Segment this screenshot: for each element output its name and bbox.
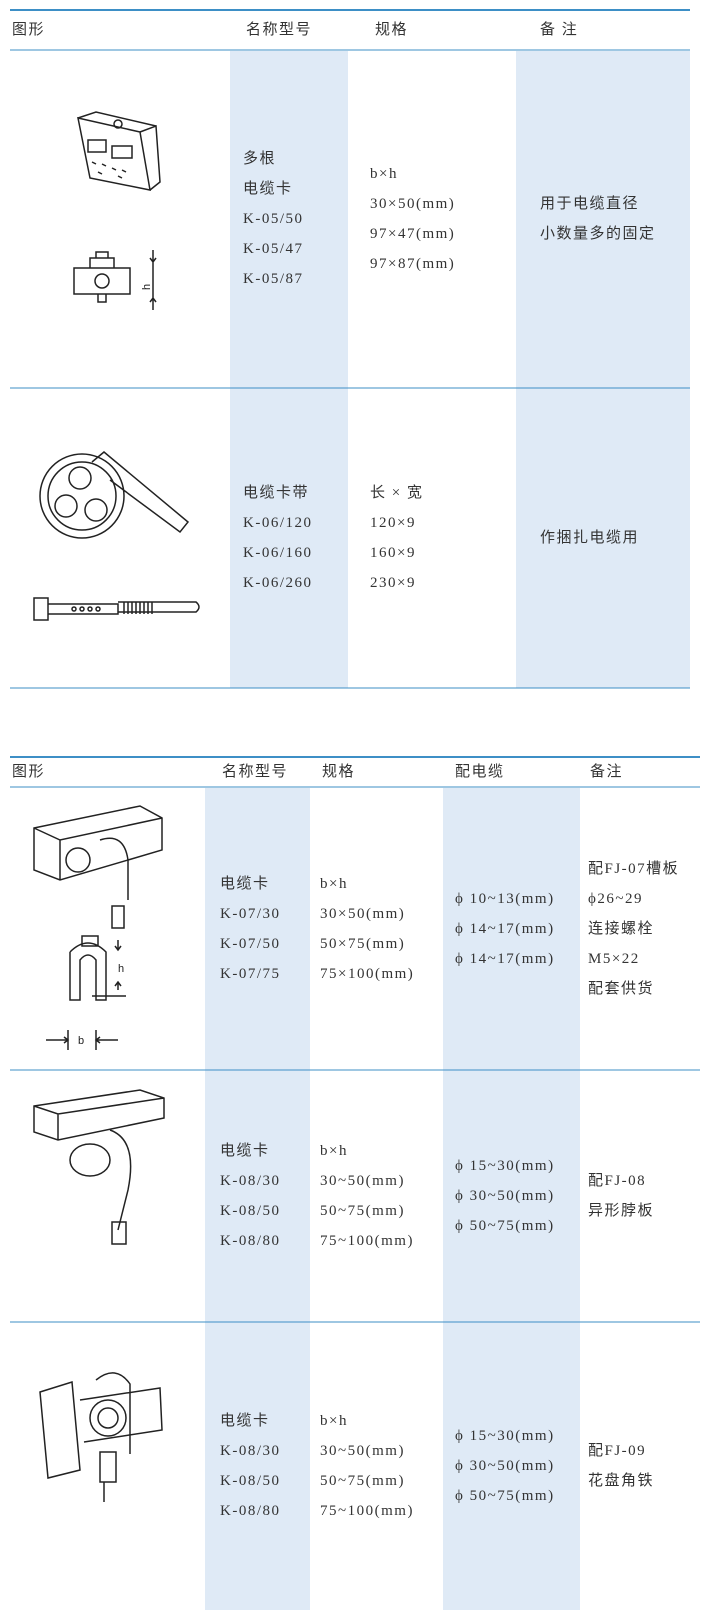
spec-line: 75~100(mm) xyxy=(320,1233,414,1249)
note-cell: 配FJ-09 花盘角铁 xyxy=(588,1322,654,1610)
column-header: 规格 xyxy=(375,22,409,38)
name-line: K-08/30 xyxy=(220,1173,281,1189)
column-header: 名称型号 xyxy=(246,22,313,38)
column-header: 名称型号 xyxy=(222,764,289,780)
column-header: 备注 xyxy=(590,764,624,780)
note-line: 配FJ-08 xyxy=(588,1173,647,1189)
name-line: 电缆卡带 xyxy=(243,485,310,501)
note-cell: 用于电缆直径 小数量多的固定 xyxy=(540,50,656,388)
note-line: M5×22 xyxy=(588,950,640,967)
name-line: K-06/120 xyxy=(243,515,313,531)
spec-line: 50~75(mm) xyxy=(320,1203,405,1219)
note-line: 作捆扎电缆用 xyxy=(540,530,640,546)
spec-line: 30~50(mm) xyxy=(320,1443,405,1459)
shading xyxy=(205,51,690,1610)
spec-line: b×h xyxy=(320,875,348,892)
column-header: 图形 xyxy=(12,764,46,780)
spec-cell: b×h 30×50(mm) 50×75(mm) 75×100(mm) xyxy=(320,787,414,1070)
cable-line: ϕ 50~75(mm) xyxy=(455,1218,555,1234)
spec-line: 230×9 xyxy=(370,575,416,591)
cable-line: ϕ 30~50(mm) xyxy=(455,1188,555,1204)
spec-line: 160×9 xyxy=(370,545,416,561)
name-line: 电缆卡 xyxy=(220,1143,270,1159)
cable-line: ϕ 14~17(mm) xyxy=(455,920,555,937)
note-cell: 配FJ-07槽板 ϕ26~29 连接螺栓 M5×22 配套供货 xyxy=(588,787,679,1070)
name-cell: 电缆卡 K-08/30 K-08/50 K-08/80 xyxy=(220,1322,281,1610)
name-line: K-08/30 xyxy=(220,1443,281,1459)
cable-line: ϕ 15~30(mm) xyxy=(455,1428,555,1444)
name-line: K-07/30 xyxy=(220,905,281,922)
spec-line: 50~75(mm) xyxy=(320,1473,405,1489)
note-cell: 配FJ-08 异形脖板 xyxy=(588,1070,654,1322)
column-header: 备 注 xyxy=(540,22,579,38)
cable-cell: ϕ 15~30(mm) ϕ 30~50(mm) ϕ 50~75(mm) xyxy=(455,1322,555,1610)
cable-line: ϕ 14~17(mm) xyxy=(455,950,555,967)
column-header: 规格 xyxy=(322,764,356,780)
spec-line: 长 × 宽 xyxy=(370,485,424,501)
figure-label: h xyxy=(118,963,124,975)
name-line: K-05/47 xyxy=(243,241,304,257)
note-line: 异形脖板 xyxy=(588,1203,655,1219)
spec-line: 30×50(mm) xyxy=(370,196,456,212)
cable-cell: ϕ 15~30(mm) ϕ 30~50(mm) ϕ 50~75(mm) xyxy=(455,1070,555,1322)
cable-line: ϕ 30~50(mm) xyxy=(455,1458,555,1474)
name-line: K-08/50 xyxy=(220,1203,281,1219)
name-line: K-06/260 xyxy=(243,575,313,591)
spec-line: b×h xyxy=(370,166,398,182)
spec-cell: b×h 30×50(mm) 97×47(mm) 97×87(mm) xyxy=(370,50,455,388)
note-line: 配套供货 xyxy=(588,980,655,997)
spec-line: 50×75(mm) xyxy=(320,935,406,952)
note-line: 用于电缆直径 xyxy=(540,196,640,212)
spec-line: 120×9 xyxy=(370,515,416,531)
spec-line: b×h xyxy=(320,1413,348,1429)
name-line: 电缆卡 xyxy=(220,875,270,892)
note-line: 连接螺栓 xyxy=(588,920,655,937)
figure-label: b xyxy=(78,1035,84,1047)
name-cell: 电缆卡带 K-06/120 K-06/160 K-06/260 xyxy=(243,388,313,688)
name-line: K-07/50 xyxy=(220,935,281,952)
spec-line: b×h xyxy=(320,1143,348,1159)
note-line: 配FJ-07槽板 xyxy=(588,860,680,877)
figures xyxy=(33,111,200,1502)
name-line: K-08/50 xyxy=(220,1473,281,1489)
name-line: K-08/80 xyxy=(220,1503,281,1519)
name-line: 电缆卡 xyxy=(220,1413,270,1429)
spec-line: 30~50(mm) xyxy=(320,1173,405,1189)
rules xyxy=(10,9,700,1323)
column-header: 图形 xyxy=(12,22,46,38)
cable-line: ϕ 15~30(mm) xyxy=(455,1158,555,1174)
name-cell: 多根电缆卡 K-05/50 K-05/47 K-05/87 xyxy=(243,50,304,388)
name-line: K-05/50 xyxy=(243,211,304,227)
spec-line: 75×100(mm) xyxy=(320,965,415,982)
name-line: K-08/80 xyxy=(220,1233,281,1249)
cable-line: ϕ 50~75(mm) xyxy=(455,1488,555,1504)
cable-line: ϕ 10~13(mm) xyxy=(455,890,555,907)
note-cell: 作捆扎电缆用 xyxy=(540,388,639,688)
note-line: 配FJ-09 xyxy=(588,1443,647,1459)
cable-cell: ϕ 10~13(mm) ϕ 14~17(mm) ϕ 14~17(mm) xyxy=(455,787,555,1070)
name-line: 多根 xyxy=(243,151,277,167)
spec-cell: b×h 30~50(mm) 50~75(mm) 75~100(mm) xyxy=(320,1322,414,1610)
name-line: 电缆卡 xyxy=(243,181,293,197)
spec-cell: b×h 30~50(mm) 50~75(mm) 75~100(mm) xyxy=(320,1070,414,1322)
name-line: K-06/160 xyxy=(243,545,313,561)
name-cell: 电缆卡 K-07/30 K-07/50 K-07/75 xyxy=(220,787,281,1070)
column-header: 配电缆 xyxy=(455,764,505,780)
name-line: K-05/87 xyxy=(243,271,304,287)
note-line: 小数量多的固定 xyxy=(540,226,656,242)
spec-line: 97×87(mm) xyxy=(370,256,456,272)
spec-cell: 长 × 宽 120×9 160×9 230×9 xyxy=(370,388,423,688)
figure-label: h xyxy=(141,284,153,290)
note-line: 花盘角铁 xyxy=(588,1473,655,1489)
name-cell: 电缆卡 K-08/30 K-08/50 K-08/80 xyxy=(220,1070,281,1322)
spec-line: 75~100(mm) xyxy=(320,1503,414,1519)
spec-line: 97×47(mm) xyxy=(370,226,456,242)
name-line: K-07/75 xyxy=(220,965,281,982)
spec-line: 30×50(mm) xyxy=(320,905,406,922)
note-line: ϕ26~29 xyxy=(588,890,644,907)
